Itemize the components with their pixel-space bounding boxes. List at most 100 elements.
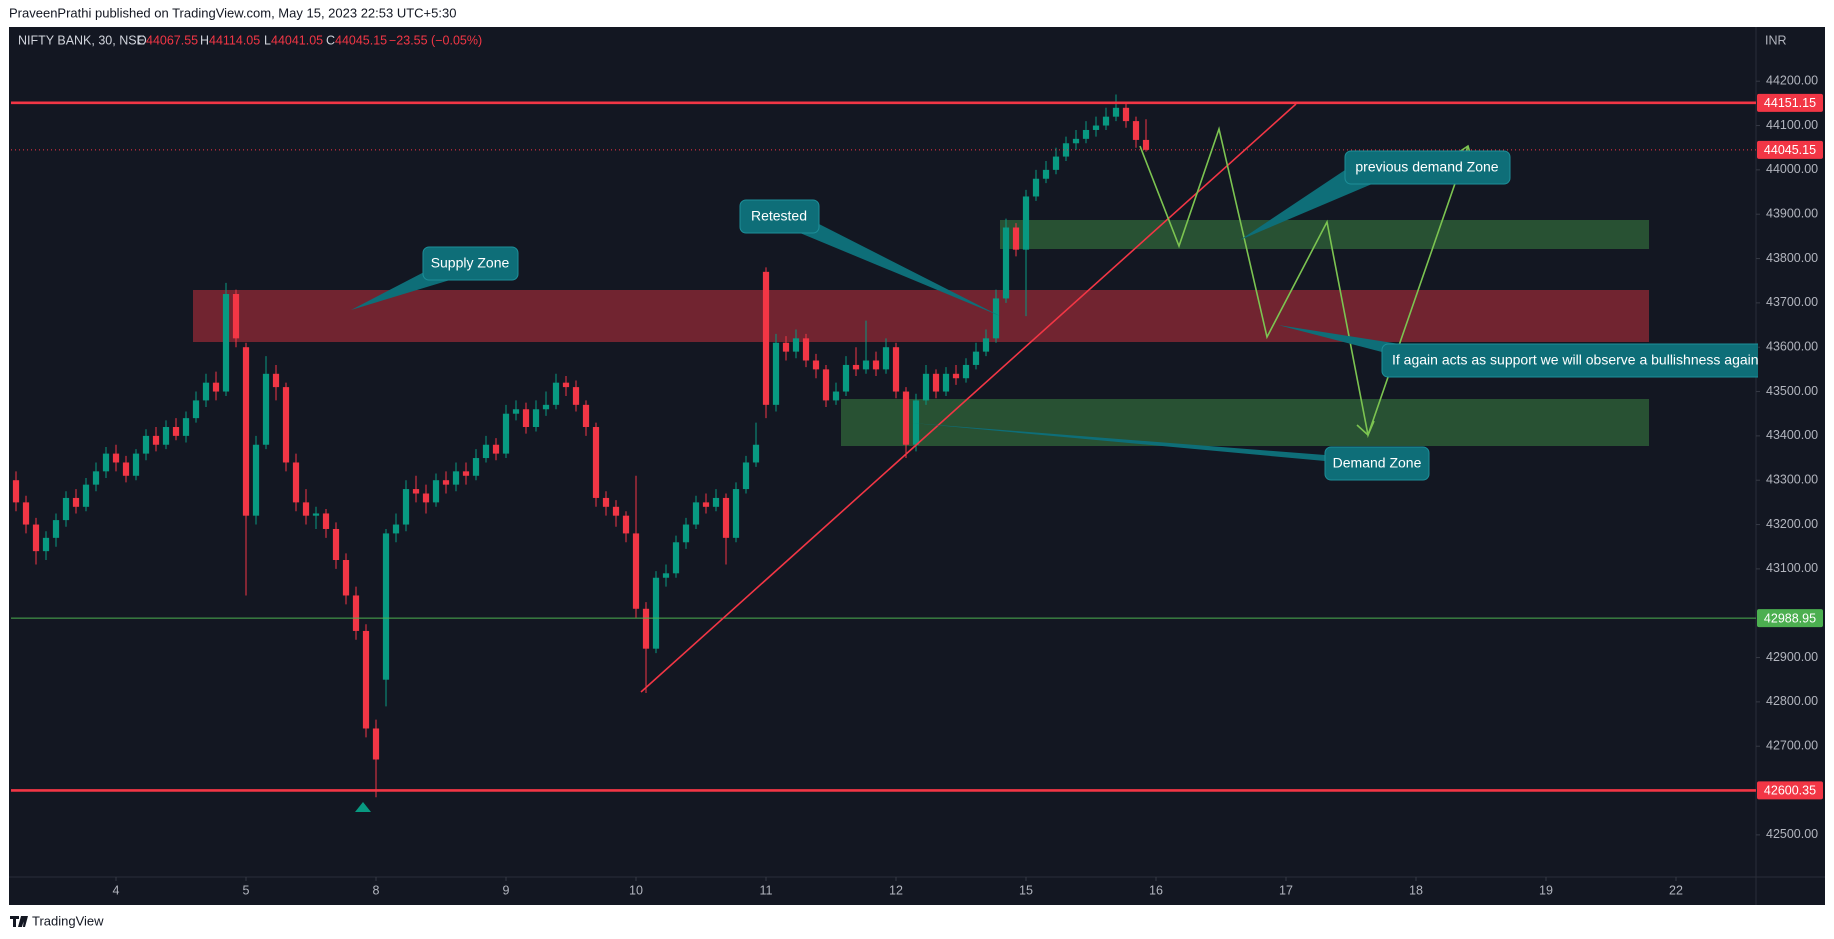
y-tick-label: 43300.00 — [1766, 473, 1818, 487]
y-tick-label: 42900.00 — [1766, 650, 1818, 664]
candle-body — [582, 404, 590, 428]
candle-body — [362, 630, 370, 729]
candle-body — [1092, 125, 1100, 130]
candle-body — [1132, 121, 1140, 140]
candle-body — [732, 489, 740, 538]
callout-box — [1344, 150, 1511, 185]
price-tag — [1757, 93, 1823, 112]
candle-body — [822, 369, 830, 401]
y-tick-label: 43600.00 — [1766, 340, 1818, 354]
candle-body — [1012, 227, 1020, 250]
candle-body — [432, 480, 440, 503]
x-tick-label: 16 — [1149, 883, 1163, 897]
callout-text: Demand Zone — [1333, 455, 1422, 471]
candle-body — [332, 528, 340, 561]
candle-body — [302, 502, 310, 516]
candle-body — [132, 453, 140, 476]
candle-body — [882, 347, 890, 370]
plot — [11, 94, 1756, 798]
footer: TradingView — [10, 913, 104, 928]
callout-pointer — [800, 224, 1000, 316]
candle-body — [1032, 178, 1040, 197]
candle-body — [1052, 156, 1060, 170]
price-tag — [1757, 781, 1823, 800]
candle-body — [602, 497, 610, 507]
candle-body — [402, 489, 410, 525]
candle-body — [612, 506, 620, 516]
candle-body — [392, 524, 400, 534]
y-tick-label: 43900.00 — [1766, 207, 1818, 221]
candle-body — [592, 427, 600, 498]
candle-body — [272, 373, 280, 388]
candle-body — [622, 515, 630, 534]
candle-body — [192, 400, 200, 419]
ohlc-letter: H — [200, 33, 209, 47]
callout-pointer — [351, 270, 450, 310]
footer-text: TradingView — [32, 913, 104, 928]
x-tick-label: 18 — [1409, 883, 1423, 897]
candle-body — [872, 360, 880, 370]
callout-box — [739, 199, 820, 234]
price-tag-label: 44151.15 — [1764, 96, 1816, 110]
header: PraveenPrathi published on TradingView.c… — [9, 5, 456, 20]
candle-body — [252, 444, 260, 516]
callout-box — [1324, 446, 1430, 481]
candle-body — [232, 294, 240, 339]
x-tick-label: 19 — [1539, 883, 1553, 897]
ohlc-value: 44041.05 — [271, 33, 323, 47]
currency: INR — [1765, 33, 1787, 47]
symbol: NIFTY BANK, 30, NSE — [18, 33, 145, 47]
callout-text: Retested — [751, 208, 807, 224]
callouts: Supply Zone Retested previous demand Zon… — [351, 150, 1758, 481]
candle-body — [412, 489, 420, 494]
candle-body — [662, 573, 670, 578]
candle-body — [682, 524, 690, 543]
price-tag-label: 42988.95 — [1764, 611, 1816, 625]
candle-body — [722, 497, 730, 538]
candle-body — [512, 409, 520, 414]
candle-body — [1122, 107, 1130, 122]
candle-body — [122, 462, 130, 476]
candle-body — [762, 271, 770, 405]
candle-body — [912, 400, 920, 445]
candle-body — [1112, 107, 1120, 117]
candle-body — [182, 418, 190, 436]
candle-body — [172, 427, 180, 436]
y-tick-label: 43400.00 — [1766, 428, 1818, 442]
candle-body — [102, 453, 110, 472]
y-tick-label: 44200.00 — [1766, 73, 1818, 87]
callout-pointer — [1240, 170, 1372, 240]
candle-body — [462, 471, 470, 476]
y-tick-label: 43500.00 — [1766, 384, 1818, 398]
candle-body — [322, 513, 330, 529]
callout-box — [422, 246, 519, 281]
ohlc-letter: O — [137, 33, 147, 47]
low-marker — [355, 802, 371, 812]
price-tag-label: 42600.35 — [1764, 784, 1816, 798]
x-tick-label: 15 — [1019, 883, 1033, 897]
candle-body — [982, 338, 990, 352]
candle-body — [702, 502, 710, 507]
callout-text: previous demand Zone — [1355, 159, 1498, 175]
candle-body — [1072, 138, 1080, 144]
candle-body — [922, 373, 930, 401]
candle-body — [212, 382, 220, 392]
candle-body — [972, 351, 980, 365]
zones — [193, 220, 1649, 446]
callout-box — [1381, 343, 1758, 378]
candle-body — [32, 524, 40, 552]
price-tag — [1757, 609, 1823, 628]
y-tick-label: 42500.00 — [1766, 827, 1818, 841]
candle-body — [782, 342, 790, 352]
candle-body — [82, 484, 90, 507]
supply-zone — [193, 290, 1649, 342]
candle-body — [772, 342, 780, 405]
candle-body — [812, 360, 820, 370]
candle-body — [242, 347, 250, 516]
candle-body — [952, 373, 960, 379]
candle-body — [832, 391, 840, 401]
candle-body — [672, 542, 680, 574]
legend: NIFTY BANK, 30, NSE O 44067.55 H 44114.0… — [18, 33, 482, 47]
candle-body — [522, 409, 530, 428]
previous-demand-zone — [1000, 220, 1649, 249]
